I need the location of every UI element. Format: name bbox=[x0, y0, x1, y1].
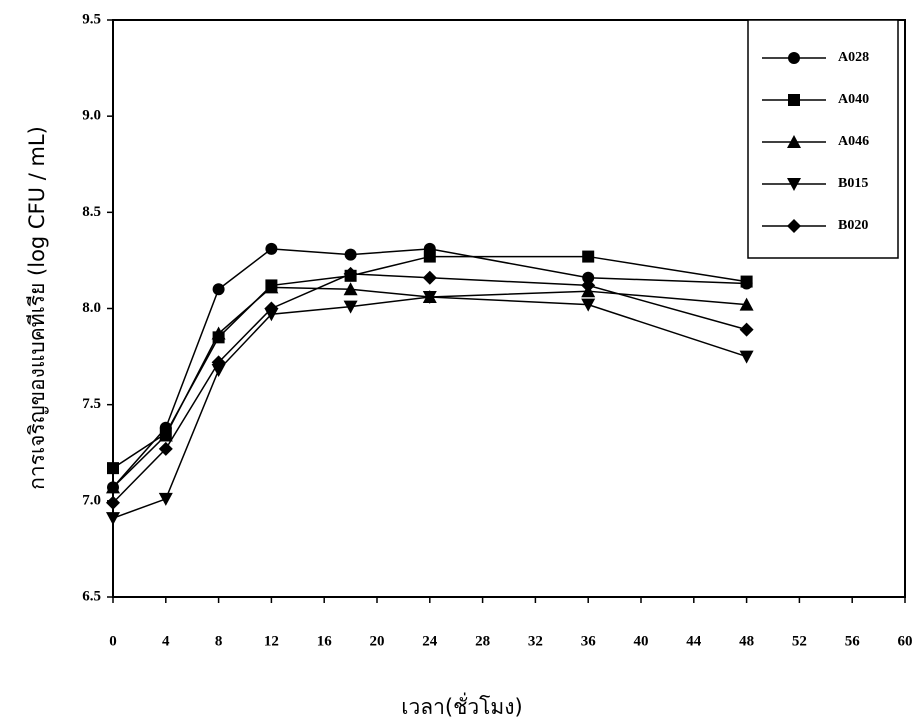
marker bbox=[213, 283, 225, 295]
x-tick-label: 52 bbox=[792, 633, 807, 649]
y-tick-label: 9.0 bbox=[82, 108, 101, 124]
marker bbox=[582, 251, 594, 263]
y-tick-label: 7.0 bbox=[82, 492, 101, 508]
legend-label: B015 bbox=[838, 176, 868, 191]
legend-marker bbox=[788, 94, 800, 106]
legend-label: B020 bbox=[838, 218, 868, 233]
marker bbox=[741, 276, 753, 288]
x-tick-label: 36 bbox=[581, 633, 597, 649]
y-tick-label: 8.0 bbox=[82, 300, 101, 316]
marker bbox=[106, 512, 120, 525]
chart: เวลา(ชั่วโมง) การเจริญของแบคทีเรีย (log … bbox=[0, 0, 917, 723]
x-tick-label: 12 bbox=[264, 633, 279, 649]
marker bbox=[265, 243, 277, 255]
x-tick-label: 48 bbox=[739, 633, 754, 649]
series-line bbox=[113, 257, 747, 469]
y-tick-label: 9.5 bbox=[82, 11, 101, 27]
y-tick-label: 6.5 bbox=[82, 588, 101, 604]
x-tick-label: 4 bbox=[162, 633, 170, 649]
marker bbox=[424, 251, 436, 263]
x-tick-label: 56 bbox=[845, 633, 861, 649]
marker bbox=[423, 271, 437, 285]
marker bbox=[740, 351, 754, 364]
legend-label: A046 bbox=[838, 134, 869, 149]
y-tick-label: 8.5 bbox=[82, 204, 101, 220]
x-tick-label: 44 bbox=[686, 633, 702, 649]
marker bbox=[107, 462, 119, 474]
x-tick-label: 0 bbox=[109, 633, 117, 649]
x-tick-label: 8 bbox=[215, 633, 223, 649]
marker bbox=[345, 249, 357, 261]
legend-marker bbox=[788, 52, 800, 64]
x-tick-label: 24 bbox=[422, 633, 438, 649]
series-line bbox=[113, 274, 747, 503]
page: {"chart_data": {"type": "line", "x_label… bbox=[0, 0, 917, 723]
legend-box bbox=[748, 20, 898, 258]
legend-label: A028 bbox=[838, 50, 869, 65]
x-tick-label: 32 bbox=[528, 633, 543, 649]
x-tick-label: 28 bbox=[475, 633, 490, 649]
x-axis-label: เวลา(ชั่วโมง) bbox=[401, 692, 522, 719]
marker bbox=[740, 323, 754, 337]
x-tick-label: 60 bbox=[898, 633, 913, 649]
marker bbox=[159, 493, 173, 506]
y-axis-label: การเจริญของแบคทีเรีย (log CFU / mL) bbox=[25, 126, 49, 490]
x-tick-label: 40 bbox=[634, 633, 649, 649]
y-tick-label: 7.5 bbox=[82, 396, 101, 412]
x-tick-label: 20 bbox=[370, 633, 385, 649]
legend-label: A040 bbox=[838, 92, 869, 107]
x-tick-label: 16 bbox=[317, 633, 333, 649]
series-line bbox=[113, 297, 747, 518]
